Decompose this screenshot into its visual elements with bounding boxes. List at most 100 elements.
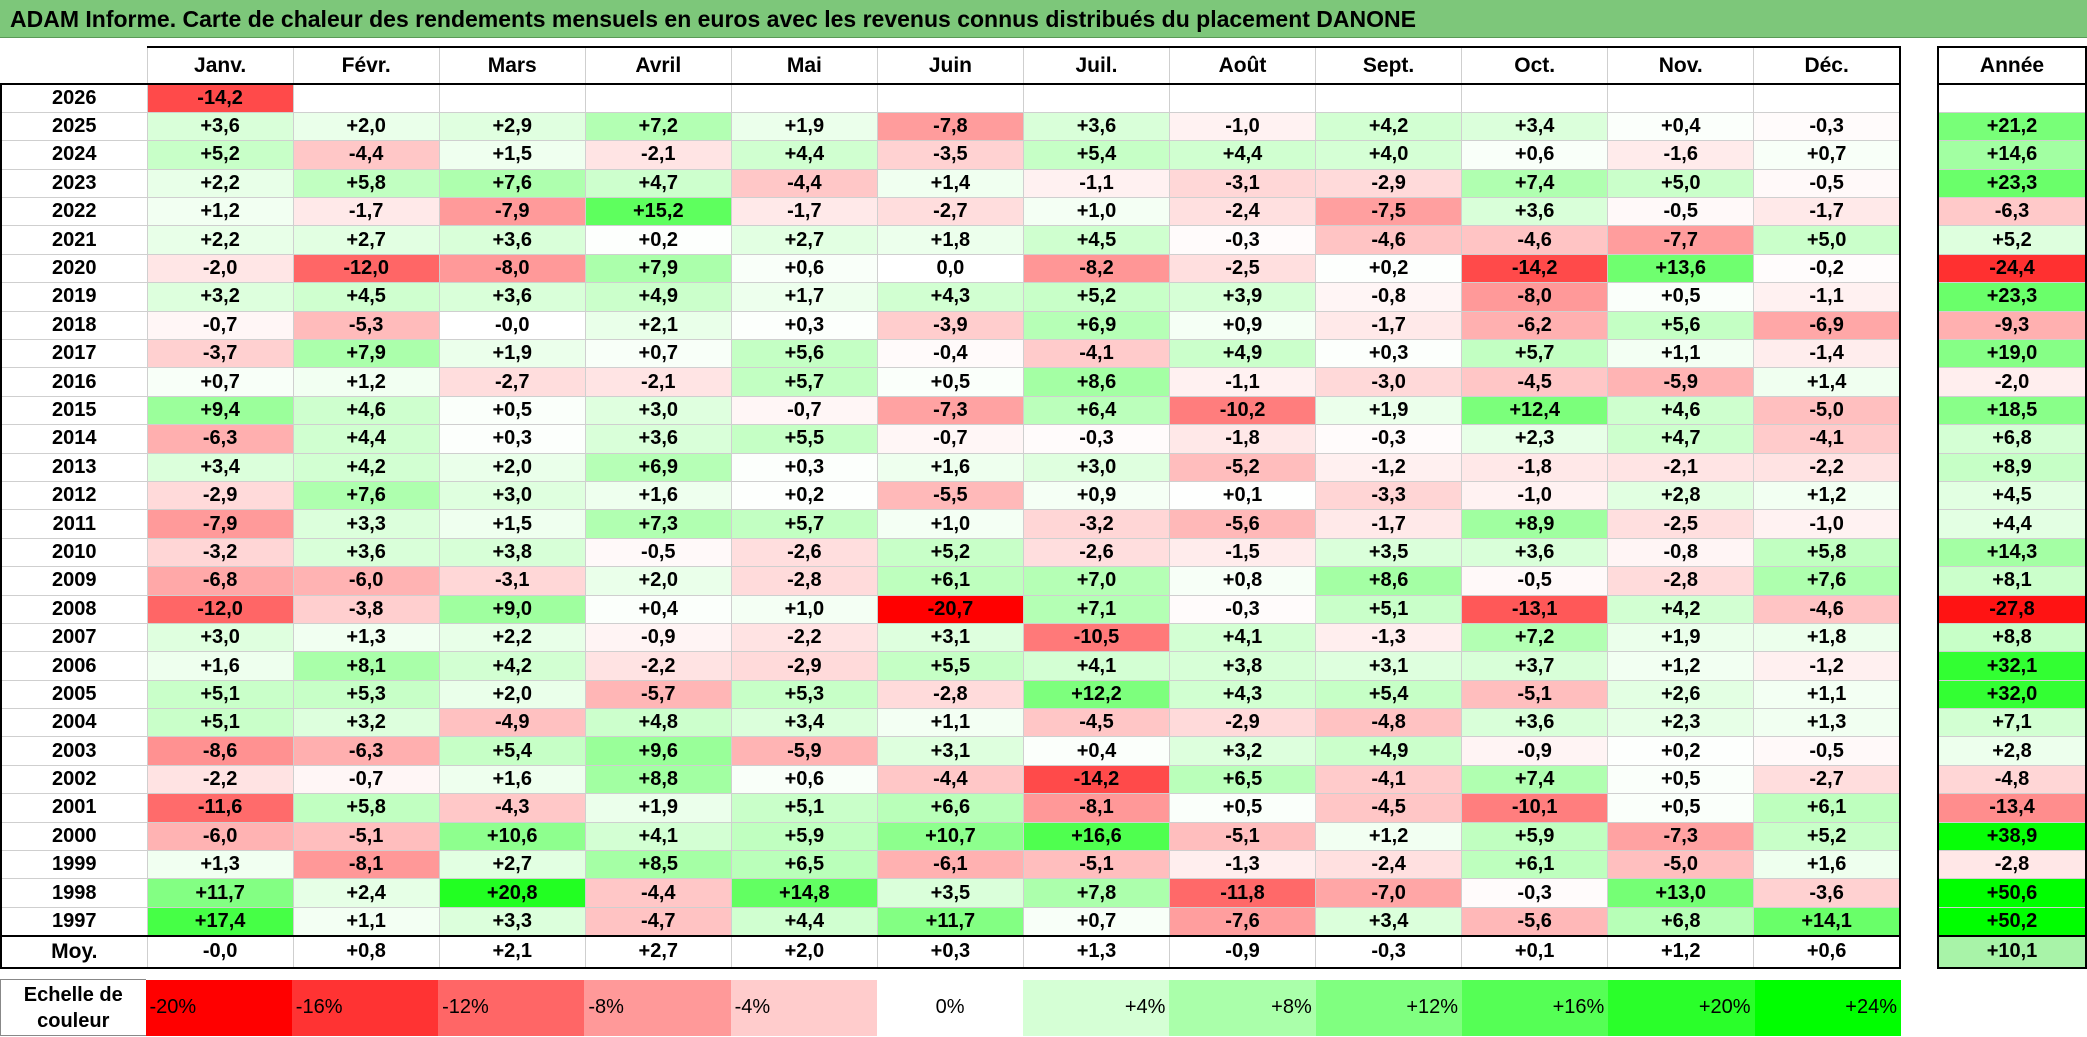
annual-header: Année [1937,46,2087,85]
year-label: 2023 [0,168,148,199]
heatmap-cell: +14,8 [730,878,878,908]
heatmap-cell: +2,7 [292,225,440,255]
heatmap-cell: +5,9 [730,821,878,852]
average-cell: +1,3 [1022,934,1171,969]
heatmap-cell: -1,4 [1753,339,1902,369]
color-scale-swatch: +20% [1608,979,1755,1036]
month-header: Janv. [146,46,294,85]
heatmap-cell: -8,0 [438,253,586,284]
heatmap-cell: +1,2 [146,197,294,227]
year-row: 2025 +3,6 +2,0 +2,9 +7,2 +1,9 -7,8 +3,6 -1,0 +4,2… [0,111,1902,142]
annual-row: +7,1 [1937,708,2087,738]
heatmap-cell [1022,83,1171,113]
heatmap-cell: +1,8 [1753,622,1902,653]
heatmap-cell: +14,1 [1753,906,1902,937]
heatmap-cell: -1,7 [292,197,440,227]
month-header: Févr. [292,46,440,85]
heatmap-cell: +3,7 [1461,651,1609,681]
heatmap-cell: +3,1 [1315,651,1463,681]
heatmap-cell: +5,4 [1022,140,1171,170]
heatmap-cell: -11,8 [1168,878,1317,908]
annual-row: +8,8 [1937,622,2087,653]
heatmap-cell: -4,1 [1022,339,1171,369]
average-cell: +0,8 [292,934,440,969]
heatmap-cell: +7,6 [292,480,440,511]
average-cell: +0,3 [876,934,1024,969]
annual-cell: +18,5 [1937,395,2087,426]
heatmap-cell: +7,2 [1461,622,1609,653]
heatmap-cell: +1,3 [1753,708,1902,738]
heatmap-cell: +17,4 [146,906,294,937]
annual-row: -13,4 [1937,793,2087,823]
heatmap-cell: -4,6 [1461,225,1609,255]
heatmap-cell: -0,0 [438,310,586,341]
heatmap-cell: +0,6 [1461,140,1609,170]
heatmap-cell: -0,7 [730,395,878,426]
year-label: 2007 [0,622,148,653]
heatmap-cell: -2,2 [1753,452,1902,482]
heatmap-cell: -1,3 [1315,622,1463,653]
heatmap-cell: -0,3 [1315,424,1463,454]
heatmap-cell: +5,0 [1607,168,1755,199]
heatmap-cell: -0,5 [584,537,732,568]
annual-row: +5,2 [1937,225,2087,255]
heatmap-cell: -2,8 [1607,566,1755,596]
heatmap-cell: +3,4 [1315,906,1463,937]
heatmap-cell: +4,3 [876,282,1024,312]
year-row: 2009 -6,8 -6,0 -3,1 +2,0 -2,8 +6,1 +7,0 +0,8 +8,6… [0,566,1902,596]
heatmap-cell: +3,0 [584,395,732,426]
average-label: Moy. [0,934,148,969]
heatmap-cell: -3,2 [146,537,294,568]
heatmap-cell: +2,3 [1461,424,1609,454]
heatmap-cell: +5,4 [438,736,586,766]
heatmap-cell: -0,7 [876,424,1024,454]
heatmap-cell: +7,0 [1022,566,1171,596]
year-row: 2016 +0,7 +1,2 -2,7 -2,1 +5,7 +0,5 +8,6 -1,1 -3,0… [0,367,1902,397]
heatmap-cell: +1,7 [730,282,878,312]
annual-row: +38,9 [1937,821,2087,852]
year-row: 2000 -6,0 -5,1 +10,6 +4,1 +5,9 +10,7 +16,6 -5,1 +… [0,821,1902,852]
heatmap-cell: +7,6 [438,168,586,199]
heatmap-cell: +0,5 [438,395,586,426]
heatmap-cell: +4,1 [1168,622,1317,653]
year-label: 2005 [0,679,148,710]
heatmap-cell: -5,1 [1168,821,1317,852]
heatmap-cell: -2,2 [730,622,878,653]
heatmap-cell: -0,9 [584,622,732,653]
heatmap-cell: +1,4 [1753,367,1902,397]
year-row: 2017 -3,7 +7,9 +1,9 +0,7 +5,6 -0,4 -4,1 +4,9 +0,3… [0,339,1902,369]
heatmap-cell: -2,5 [1168,253,1317,284]
heatmap-cell: +4,6 [292,395,440,426]
heatmap-cell: -7,9 [146,509,294,539]
heatmap-cell: +0,6 [730,253,878,284]
heatmap-cell: -3,7 [146,339,294,369]
annual-cell: -2,0 [1937,367,2087,397]
heatmap-cell: -1,7 [1753,197,1902,227]
year-label: 2022 [0,197,148,227]
heatmap-cell: +5,8 [292,168,440,199]
heatmap-cell: +0,4 [1607,111,1755,142]
annual-row: +23,3 [1937,282,2087,312]
annual-row: +14,6 [1937,140,2087,170]
heatmap-cell: +8,5 [584,850,732,880]
year-label: 1997 [0,906,148,937]
heatmap-cell: -0,9 [1461,736,1609,766]
heatmap-cell: +4,4 [730,906,878,937]
heatmap-cell: -7,3 [1607,821,1755,852]
heatmap-cell: -1,0 [1168,111,1317,142]
annual-row: -4,8 [1937,764,2087,795]
year-row: 2015 +9,4 +4,6 +0,5 +3,0 -0,7 -7,3 +6,4 -10,2 +1,… [0,395,1902,426]
heatmap-cell: -6,9 [1753,310,1902,341]
annual-cell: -2,8 [1937,850,2087,880]
annual-cell [1937,83,2087,113]
heatmap-cell: -3,1 [1168,168,1317,199]
year-row: 2022 +1,2 -1,7 -7,9 +15,2 -1,7 -2,7 +1,0 -2,4 -7,… [0,197,1902,227]
heatmap-cell: +4,4 [292,424,440,454]
heatmap-cell: -0,5 [1753,736,1902,766]
heatmap-cell: +7,6 [1753,566,1902,596]
heatmap-cell: +8,6 [1022,367,1171,397]
heatmap-cell: -2,2 [146,764,294,795]
annual-cell: -4,8 [1937,764,2087,795]
heatmap-cell: +1,3 [146,850,294,880]
heatmap-cell: -0,5 [1607,197,1755,227]
